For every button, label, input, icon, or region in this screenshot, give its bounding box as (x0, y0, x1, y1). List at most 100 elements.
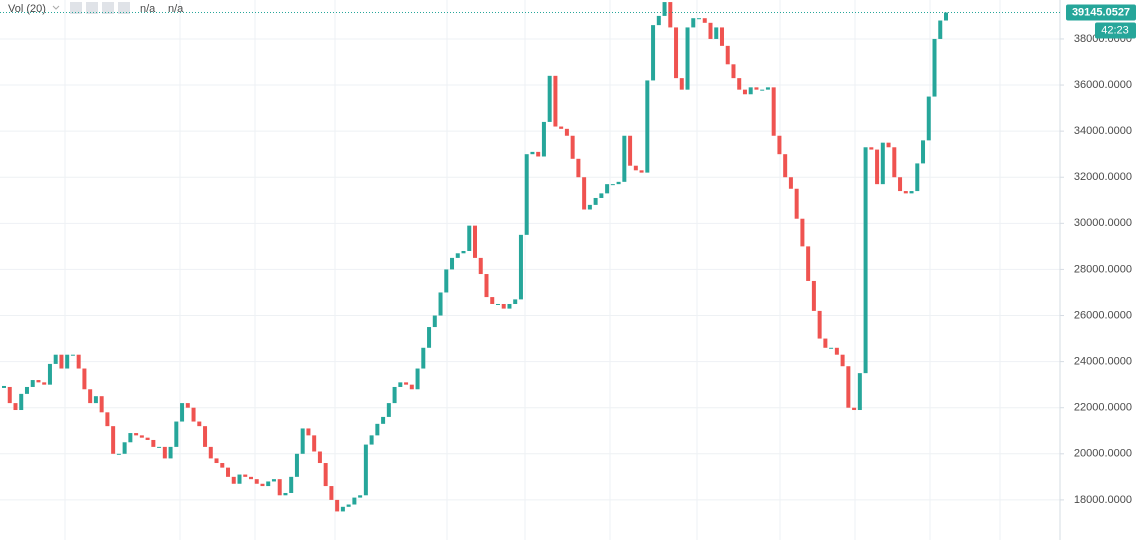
candle (185, 403, 190, 408)
candle (863, 147, 868, 374)
candle (59, 354, 64, 369)
candle (36, 380, 41, 383)
candle (599, 193, 604, 198)
candles (2, 2, 948, 512)
y-tick-label: 26000.0000 (1074, 309, 1132, 321)
candle (398, 382, 403, 387)
candle (582, 177, 587, 210)
candle (674, 27, 679, 79)
legend: Vol (20) n/a n/a (8, 2, 184, 15)
candle (823, 338, 828, 348)
candle (7, 386, 12, 404)
candle (312, 435, 317, 452)
candle (926, 96, 931, 141)
candle (679, 78, 684, 90)
candle (180, 403, 185, 422)
last-price-box (1066, 4, 1136, 21)
y-tick-label: 36000.0000 (1074, 79, 1132, 91)
candle (530, 151, 535, 155)
close-icon[interactable] (118, 2, 130, 14)
candle (886, 142, 891, 148)
candle (909, 191, 914, 194)
candle (651, 25, 656, 81)
candle (559, 126, 564, 129)
settings-icon[interactable] (86, 2, 98, 14)
y-tick-label: 20000.0000 (1074, 448, 1132, 460)
candle (220, 463, 225, 468)
candle (645, 80, 650, 173)
candle (76, 354, 81, 369)
candle (639, 170, 644, 173)
y-tick-label: 30000.0000 (1074, 217, 1132, 229)
candle (381, 416, 386, 424)
candle (65, 354, 70, 369)
candle (369, 435, 374, 445)
countdown-label: 42:23 (1101, 24, 1129, 36)
candle (427, 327, 432, 348)
candle (656, 15, 661, 26)
candle (145, 437, 150, 440)
candle (777, 135, 782, 155)
candle (335, 499, 340, 512)
candle (352, 497, 357, 505)
candle (771, 87, 776, 136)
candle (467, 225, 472, 251)
candle (524, 154, 529, 235)
candle (134, 433, 139, 436)
candle (99, 396, 104, 413)
candle (484, 274, 489, 298)
candle (846, 366, 851, 408)
candle (806, 246, 811, 281)
candle (346, 504, 351, 507)
candle (421, 347, 426, 369)
candle (898, 177, 903, 192)
candle (708, 22, 713, 39)
candle (794, 188, 799, 219)
candle (576, 158, 581, 178)
candle (13, 403, 18, 411)
candle (329, 486, 334, 500)
candle (783, 154, 788, 178)
candle (903, 191, 908, 194)
y-tick-label: 22000.0000 (1074, 402, 1132, 414)
candle (662, 2, 667, 16)
candle (685, 27, 690, 90)
candle (317, 451, 322, 464)
candle (938, 20, 943, 39)
eye-icon[interactable] (70, 2, 82, 14)
candle (214, 458, 219, 464)
candle (731, 64, 736, 79)
dropdown-icon[interactable] (52, 5, 60, 10)
candle (719, 27, 724, 46)
candle (829, 347, 834, 349)
candle (857, 373, 862, 411)
candle (139, 435, 144, 438)
candle (547, 75, 552, 122)
candle (932, 38, 937, 97)
candle (605, 184, 610, 194)
candle (714, 27, 719, 39)
candle (610, 184, 615, 186)
candle (811, 280, 816, 311)
indicator-value: n/a (140, 3, 156, 15)
candle (570, 135, 575, 159)
y-tick-label: 32000.0000 (1074, 171, 1132, 183)
candle (536, 151, 541, 157)
y-tick-label: 28000.0000 (1074, 263, 1132, 275)
candle (587, 204, 592, 210)
candle (248, 476, 253, 480)
candle (880, 142, 885, 185)
candle (513, 299, 518, 304)
candle (237, 474, 242, 484)
candle (404, 382, 409, 385)
candle (128, 433, 133, 443)
candle (266, 481, 271, 487)
candle (725, 45, 730, 65)
candle (461, 250, 466, 254)
candle (363, 444, 368, 496)
candle (157, 446, 162, 448)
more-icon[interactable] (102, 2, 114, 14)
candle (840, 354, 845, 367)
candle (203, 426, 208, 447)
